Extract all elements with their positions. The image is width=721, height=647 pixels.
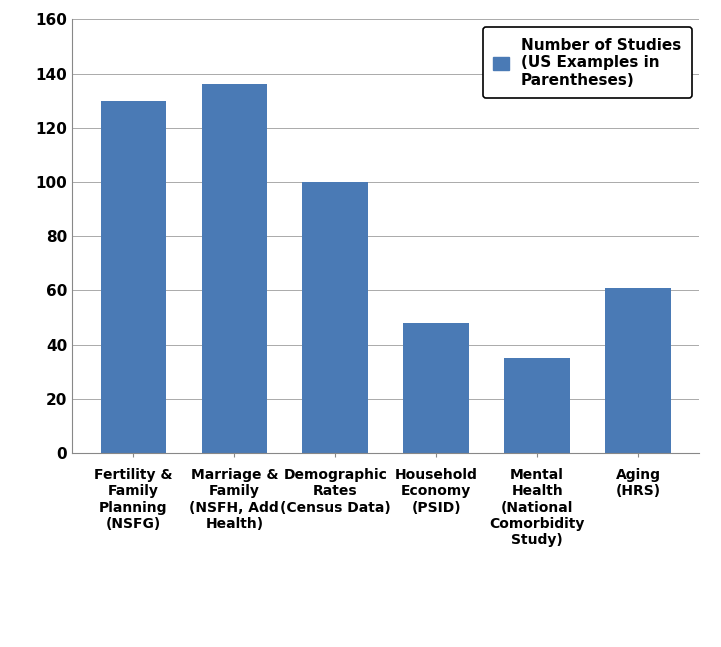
Legend: Number of Studies
(US Examples in
Parentheses): Number of Studies (US Examples in Parent… (482, 27, 691, 98)
Bar (504, 358, 570, 453)
Bar (303, 182, 368, 453)
Bar (202, 84, 267, 453)
Bar (403, 323, 469, 453)
Bar (101, 101, 167, 453)
Bar (605, 288, 671, 453)
